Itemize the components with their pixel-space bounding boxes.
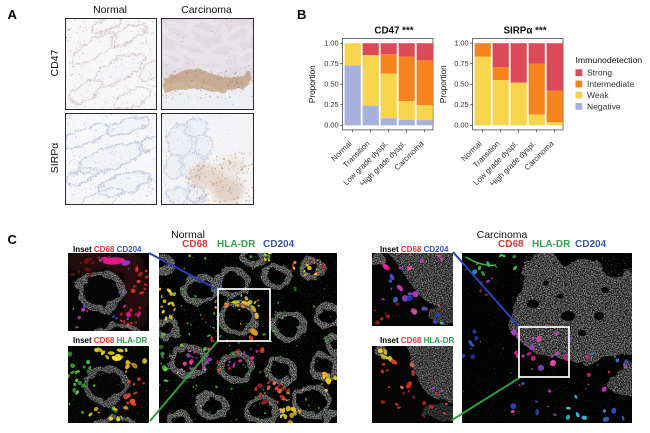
svg-text:0.75: 0.75 (454, 59, 468, 68)
svg-text:0.00: 0.00 (324, 121, 338, 130)
svg-text:0.75: 0.75 (324, 59, 338, 68)
svg-text:0.00: 0.00 (454, 121, 468, 130)
svg-text:Proportion: Proportion (439, 65, 448, 103)
svg-text:0.50: 0.50 (324, 80, 338, 89)
svg-text:Immunodetection: Immunodetection (576, 55, 643, 65)
svg-text:SIRPα ***: SIRPα *** (503, 26, 546, 37)
svg-text:0.50: 0.50 (454, 80, 468, 89)
svg-text:1.00: 1.00 (454, 39, 468, 48)
svg-text:Proportion: Proportion (308, 65, 317, 103)
svg-text:0.25: 0.25 (324, 100, 338, 109)
svg-text:Weak: Weak (587, 90, 609, 100)
svg-text:Intermediate: Intermediate (587, 79, 635, 89)
svg-text:Negative: Negative (587, 101, 621, 111)
svg-text:1.00: 1.00 (324, 39, 338, 48)
svg-text:CD47 ***: CD47 *** (374, 26, 413, 37)
svg-text:Strong: Strong (587, 68, 612, 78)
svg-text:0.25: 0.25 (454, 100, 468, 109)
